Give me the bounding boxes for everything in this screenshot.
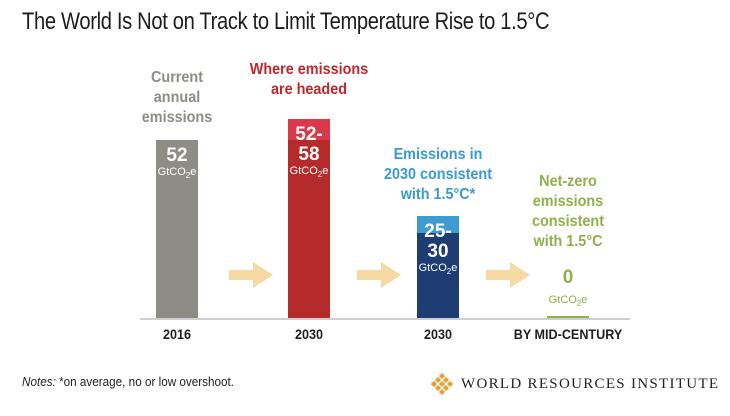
bar-0 <box>156 140 198 319</box>
bar-3-label-line-3: with 1.5°C <box>533 233 603 250</box>
notes-label: Notes: <box>22 374 56 389</box>
bar-0-label-line-0: Current <box>150 69 204 86</box>
arrow-1 <box>357 262 401 288</box>
bar-1-unit: GtCO2e <box>289 165 329 180</box>
bar-2-label-line-1: 2030 consistent <box>383 166 493 183</box>
x-tick-3: BY MID-CENTURY <box>513 326 623 342</box>
bar-2-value-line-1: 30 <box>427 240 449 262</box>
bar-2-label: Emissions in 2030 consistent with 1.5°C* <box>371 145 506 205</box>
wri-logo-text: WORLD RESOURCES INSTITUTE <box>461 375 720 392</box>
bar-0-value: 52 GtCO2e <box>156 146 198 182</box>
bar-2-value-line-0: 25- <box>424 220 452 242</box>
x-tick-2: 2030 <box>423 326 453 342</box>
bar-1 <box>288 119 330 319</box>
bar-0-unit: GtCO2e <box>157 166 197 181</box>
bar-3-unit: GtCO2e <box>548 294 588 309</box>
bar-0-label: Current annual emissions <box>110 68 245 128</box>
bar-2-label-line-2: with 1.5°C* <box>400 186 476 203</box>
bar-1-label: Where emissions are headed <box>242 60 377 100</box>
x-tick-0: 2016 <box>162 326 192 342</box>
wri-logo-icon <box>431 373 453 395</box>
bar-3-value: 0 GtCO2e <box>528 268 608 310</box>
baseline <box>140 318 630 320</box>
arrow-0 <box>229 262 273 288</box>
bar-1-range-top <box>288 119 330 141</box>
notes: Notes: *on average, no or low overshoot. <box>22 374 234 389</box>
bar-0-label-line-1: annual <box>153 89 201 106</box>
x-tick-1: 2030 <box>294 326 324 342</box>
arrow-2 <box>486 262 530 288</box>
wri-logo: WORLD RESOURCES INSTITUTE <box>431 372 719 396</box>
bar-2-range-top <box>417 215 459 233</box>
bar-2-label-line-0: Emissions in <box>393 146 483 163</box>
bar-1-value-line-0: 52- <box>295 124 323 146</box>
bar-3 <box>547 316 589 319</box>
bar-1-value-line-1: 58 <box>298 144 320 166</box>
bar-0-value-line-0: 52 <box>166 145 188 167</box>
bar-0-label-line-2: emissions <box>141 109 213 126</box>
bar-3-label-line-2: consistent <box>531 213 604 230</box>
bar-3-label-line-1: emissions <box>532 193 604 210</box>
bar-3-label-line-0: Net-zero <box>539 173 597 190</box>
bar-2-value: 25- 30 GtCO2e <box>417 220 459 278</box>
chart-title: The World Is Not on Track to Limit Tempe… <box>22 8 550 35</box>
notes-text: *on average, no or low overshoot. <box>59 374 235 389</box>
bar-2 <box>417 215 459 319</box>
bar-1-label-line-1: are headed <box>270 81 348 98</box>
bar-3-value-line-0: 0 <box>562 267 574 288</box>
bar-1-label-line-0: Where emissions <box>249 61 369 78</box>
bar-3-label: Net-zero emissions consistent with 1.5°C <box>501 172 636 252</box>
bar-2-unit: GtCO2e <box>418 261 458 276</box>
bar-1-value: 52- 58 GtCO2e <box>288 125 330 181</box>
